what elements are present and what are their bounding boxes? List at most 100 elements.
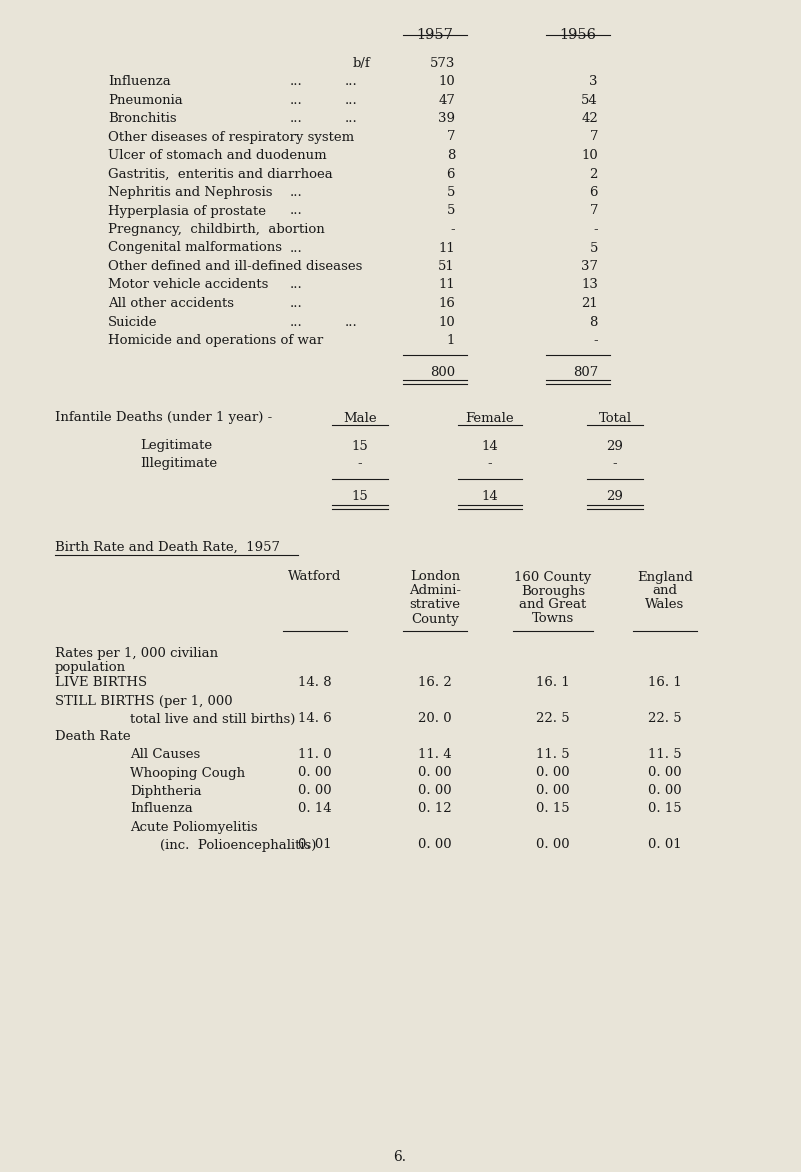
Text: 160 County: 160 County xyxy=(514,571,592,584)
Text: Towns: Towns xyxy=(532,613,574,626)
Text: -: - xyxy=(613,457,618,470)
Text: 7: 7 xyxy=(590,204,598,218)
Text: 10: 10 xyxy=(438,315,455,328)
Text: 0. 00: 0. 00 xyxy=(648,766,682,779)
Text: 8: 8 xyxy=(590,315,598,328)
Text: 0. 00: 0. 00 xyxy=(536,766,570,779)
Text: 2: 2 xyxy=(590,168,598,180)
Text: Infantile Deaths (under 1 year) -: Infantile Deaths (under 1 year) - xyxy=(55,411,272,424)
Text: Bronchitis: Bronchitis xyxy=(108,113,177,125)
Text: and: and xyxy=(653,585,678,598)
Text: 0. 15: 0. 15 xyxy=(648,803,682,816)
Text: ...: ... xyxy=(290,94,303,107)
Text: 11. 0: 11. 0 xyxy=(298,749,332,762)
Text: 0. 00: 0. 00 xyxy=(418,766,452,779)
Text: Pneumonia: Pneumonia xyxy=(108,94,183,107)
Text: 14. 6: 14. 6 xyxy=(298,713,332,725)
Text: 0. 00: 0. 00 xyxy=(298,766,332,779)
Text: population: population xyxy=(55,661,126,675)
Text: Male: Male xyxy=(343,411,376,424)
Text: 11. 5: 11. 5 xyxy=(648,749,682,762)
Text: 54: 54 xyxy=(582,94,598,107)
Text: ...: ... xyxy=(345,75,358,88)
Text: Death Rate: Death Rate xyxy=(55,730,131,743)
Text: 11. 5: 11. 5 xyxy=(536,749,570,762)
Text: Congenital malformations: Congenital malformations xyxy=(108,241,282,254)
Text: 6.: 6. xyxy=(393,1150,406,1164)
Text: 22. 5: 22. 5 xyxy=(536,713,570,725)
Text: 0. 14: 0. 14 xyxy=(298,803,332,816)
Text: 21: 21 xyxy=(582,297,598,311)
Text: 5: 5 xyxy=(447,204,455,218)
Text: Hyperplasia of prostate: Hyperplasia of prostate xyxy=(108,204,266,218)
Text: ...: ... xyxy=(290,241,303,254)
Text: 51: 51 xyxy=(438,260,455,273)
Text: Pregnancy,  childbirth,  abortion: Pregnancy, childbirth, abortion xyxy=(108,223,324,236)
Text: 16. 1: 16. 1 xyxy=(648,676,682,689)
Text: Rates per 1, 000 civilian: Rates per 1, 000 civilian xyxy=(55,647,218,660)
Text: Other diseases of respiratory system: Other diseases of respiratory system xyxy=(108,130,354,143)
Text: 3: 3 xyxy=(590,75,598,88)
Text: 0. 00: 0. 00 xyxy=(648,784,682,797)
Text: 1957: 1957 xyxy=(417,28,453,42)
Text: and Great: and Great xyxy=(519,599,586,612)
Text: 6: 6 xyxy=(446,168,455,180)
Text: Suicide: Suicide xyxy=(108,315,158,328)
Text: Admini-: Admini- xyxy=(409,585,461,598)
Text: Acute Poliomyelitis: Acute Poliomyelitis xyxy=(130,820,258,833)
Text: 39: 39 xyxy=(438,113,455,125)
Text: 1956: 1956 xyxy=(560,28,597,42)
Text: 573: 573 xyxy=(429,57,455,70)
Text: ...: ... xyxy=(290,75,303,88)
Text: 16. 1: 16. 1 xyxy=(536,676,570,689)
Text: 13: 13 xyxy=(581,279,598,292)
Text: 15: 15 xyxy=(352,491,368,504)
Text: 20. 0: 20. 0 xyxy=(418,713,452,725)
Text: strative: strative xyxy=(409,599,461,612)
Text: 29: 29 xyxy=(606,491,623,504)
Text: 7: 7 xyxy=(446,130,455,143)
Text: Legitimate: Legitimate xyxy=(140,440,212,452)
Text: -: - xyxy=(450,223,455,236)
Text: Ulcer of stomach and duodenum: Ulcer of stomach and duodenum xyxy=(108,149,327,162)
Text: ...: ... xyxy=(290,279,303,292)
Text: 11: 11 xyxy=(438,241,455,254)
Text: ...: ... xyxy=(290,113,303,125)
Text: -: - xyxy=(358,457,362,470)
Text: Wales: Wales xyxy=(646,599,685,612)
Text: Homicide and operations of war: Homicide and operations of war xyxy=(108,334,324,347)
Text: ...: ... xyxy=(290,297,303,311)
Text: All Causes: All Causes xyxy=(130,749,200,762)
Text: 10: 10 xyxy=(582,149,598,162)
Text: 14: 14 xyxy=(481,440,498,452)
Text: Whooping Cough: Whooping Cough xyxy=(130,766,245,779)
Text: ...: ... xyxy=(290,204,303,218)
Text: Influenza: Influenza xyxy=(130,803,193,816)
Text: ...: ... xyxy=(290,315,303,328)
Text: 0. 12: 0. 12 xyxy=(418,803,452,816)
Text: England: England xyxy=(637,571,693,584)
Text: 8: 8 xyxy=(447,149,455,162)
Text: County: County xyxy=(411,613,459,626)
Text: 15: 15 xyxy=(352,440,368,452)
Text: 0. 00: 0. 00 xyxy=(298,784,332,797)
Text: 807: 807 xyxy=(573,366,598,379)
Text: Boroughs: Boroughs xyxy=(521,585,585,598)
Text: LIVE BIRTHS: LIVE BIRTHS xyxy=(55,676,147,689)
Text: 10: 10 xyxy=(438,75,455,88)
Text: Birth Rate and Death Rate,  1957: Birth Rate and Death Rate, 1957 xyxy=(55,540,280,553)
Text: 0. 00: 0. 00 xyxy=(536,784,570,797)
Text: London: London xyxy=(410,571,460,584)
Text: ...: ... xyxy=(345,315,358,328)
Text: All other accidents: All other accidents xyxy=(108,297,234,311)
Text: ...: ... xyxy=(345,113,358,125)
Text: 37: 37 xyxy=(581,260,598,273)
Text: (inc.  Polioencephalitis): (inc. Polioencephalitis) xyxy=(160,838,316,852)
Text: STILL BIRTHS (per 1, 000: STILL BIRTHS (per 1, 000 xyxy=(55,695,232,708)
Text: 11. 4: 11. 4 xyxy=(418,749,452,762)
Text: 42: 42 xyxy=(582,113,598,125)
Text: 14: 14 xyxy=(481,491,498,504)
Text: 5: 5 xyxy=(447,186,455,199)
Text: ...: ... xyxy=(290,186,303,199)
Text: 6: 6 xyxy=(590,186,598,199)
